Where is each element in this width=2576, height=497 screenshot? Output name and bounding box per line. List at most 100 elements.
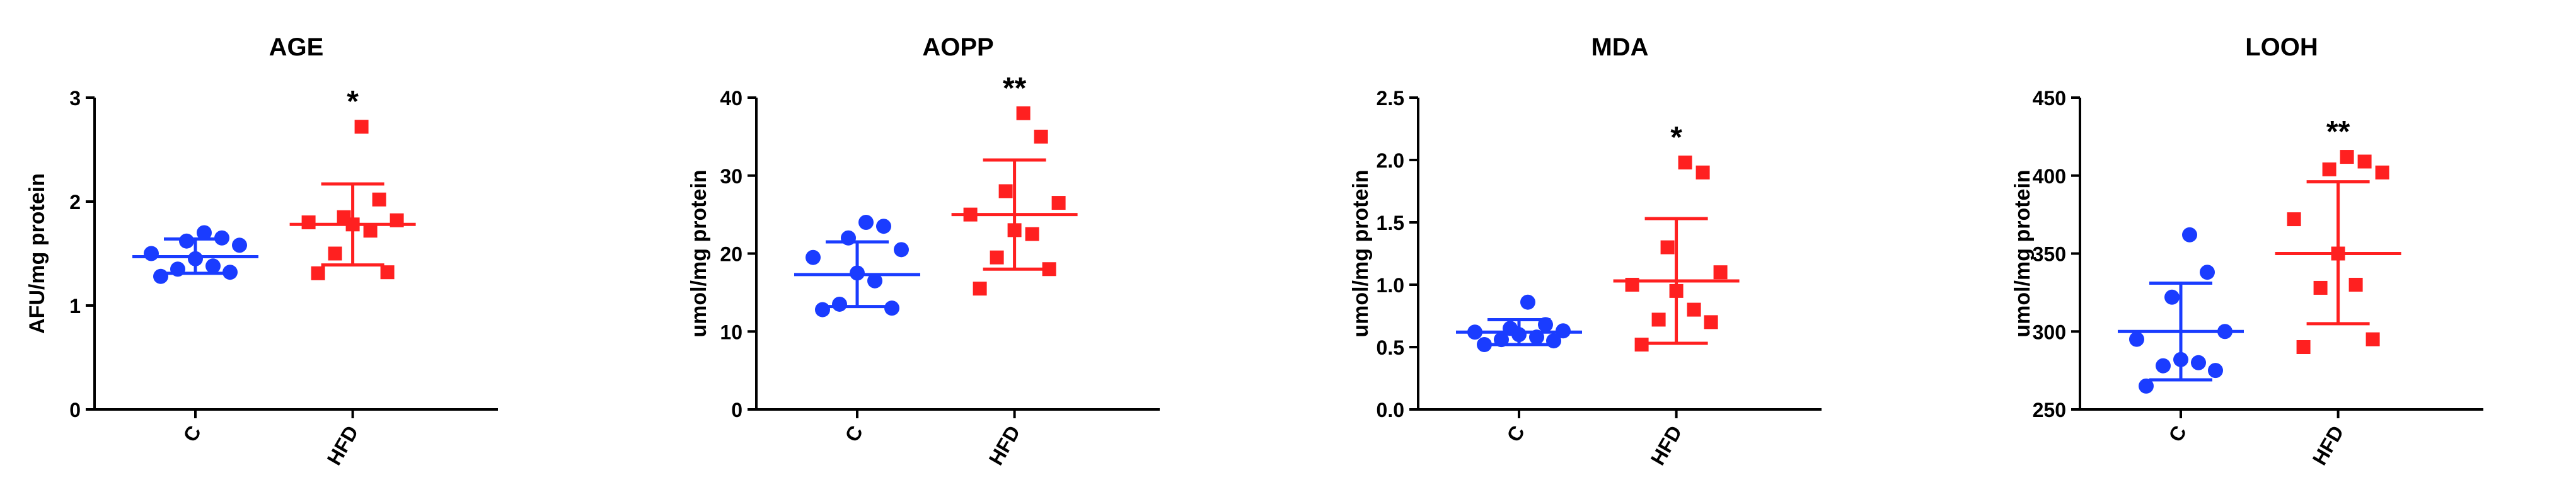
chart-mda: MDA umol/mg protein 0.0 0.5 1.0 1.5 2.0 2.5 C HFD…: [1349, 33, 1822, 469]
data-point: [144, 246, 159, 261]
y-tick-label: 20: [720, 243, 742, 266]
data-point: [328, 246, 342, 261]
data-point: [153, 268, 168, 284]
data-point: [876, 219, 891, 234]
y-tick-label: 400: [2033, 165, 2066, 188]
data-point: [2348, 278, 2363, 292]
chart-age: AGE AFU/mg protein 0 1 2 3 C HFD *: [25, 33, 498, 469]
data-point: [2365, 332, 2380, 346]
series-hfd: **: [951, 72, 1078, 296]
data-point: [1025, 227, 1039, 241]
data-point: [2296, 340, 2311, 354]
y-tick-label: 1.5: [1377, 212, 1404, 234]
y-axis-label: umol/mg protein: [2011, 169, 2035, 337]
y-tick-label: 2: [69, 191, 81, 214]
significance-marker: **: [2326, 115, 2350, 149]
chart-aopp: AOPP umol/mg protein 0 10 20 30 40 C HFD **: [687, 33, 1160, 469]
y-tick-label: 1.0: [1377, 274, 1404, 297]
data-point: [2200, 265, 2215, 280]
data-point: [894, 242, 909, 258]
x-tick-label: HFD: [2308, 422, 2348, 469]
x-tick-label: C: [178, 422, 205, 446]
data-point: [301, 215, 316, 229]
data-point: [2357, 154, 2372, 169]
significance-marker: **: [1003, 72, 1027, 105]
data-point: [1634, 338, 1649, 352]
data-point: [2182, 227, 2197, 243]
data-point: [832, 296, 847, 312]
data-point: [1520, 294, 1535, 310]
data-point: [2287, 212, 2301, 227]
data-point: [990, 250, 1004, 265]
data-point: [815, 302, 830, 317]
data-point: [197, 225, 212, 241]
x-tick-label: C: [2164, 422, 2191, 446]
data-point: [998, 184, 1013, 198]
y-axis-label: umol/mg protein: [1349, 169, 1373, 337]
x-tick-label: C: [840, 422, 867, 446]
x-tick-label: HFD: [985, 422, 1025, 469]
data-point: [806, 249, 821, 265]
data-point: [1034, 129, 1048, 144]
y-tick-label: 2.0: [1377, 149, 1404, 172]
y-tick-label: 450: [2033, 87, 2066, 110]
significance-marker: *: [347, 85, 359, 118]
data-point: [1477, 337, 1492, 353]
data-point: [1042, 262, 1056, 277]
significance-marker: *: [1670, 121, 1682, 154]
data-point: [1678, 155, 1692, 169]
data-point: [205, 258, 221, 274]
x-tick-label: HFD: [1646, 422, 1687, 469]
series-c: [794, 215, 920, 317]
series-hfd: *: [1613, 121, 1740, 352]
y-tick-label: 0: [731, 399, 742, 421]
y-tick-label: 300: [2033, 321, 2066, 343]
data-point: [1651, 312, 1666, 327]
data-point: [2313, 280, 2328, 295]
data-point: [973, 282, 987, 296]
data-point: [337, 210, 351, 224]
chart-title: AGE: [269, 33, 324, 61]
data-point: [2156, 358, 2171, 374]
data-point: [1704, 315, 1718, 329]
data-point: [311, 266, 325, 280]
data-point: [884, 300, 899, 316]
y-tick-label: 0.5: [1377, 336, 1404, 359]
data-point: [179, 233, 194, 249]
chart-title: AOPP: [922, 33, 993, 61]
data-point: [380, 265, 395, 280]
data-point: [2208, 363, 2223, 379]
data-point: [354, 120, 369, 134]
x-tick-label: C: [1502, 422, 1529, 446]
data-point: [2340, 150, 2354, 164]
chart-title: LOOH: [2245, 33, 2318, 61]
y-tick-label: 0.0: [1377, 399, 1404, 421]
y-tick-label: 30: [720, 165, 742, 188]
data-point: [1687, 302, 1701, 317]
series-c: [1456, 294, 1582, 353]
data-point: [222, 265, 238, 280]
y-tick-label: 2.5: [1377, 87, 1404, 110]
y-tick-label: 0: [69, 399, 81, 421]
y-tick-label: 250: [2033, 399, 2066, 421]
data-point: [1713, 265, 1728, 280]
data-point: [2129, 331, 2144, 347]
y-axis-label: umol/mg protein: [687, 169, 711, 337]
data-point: [1016, 106, 1031, 120]
y-tick-label: 350: [2033, 243, 2066, 266]
data-point: [858, 215, 874, 230]
data-point: [232, 237, 247, 253]
y-tick-label: 3: [69, 87, 81, 110]
data-point: [363, 224, 378, 238]
y-tick-label: 40: [720, 87, 742, 110]
chart-title: MDA: [1591, 33, 1648, 61]
data-point: [2322, 162, 2336, 176]
data-point: [867, 273, 882, 288]
series-hfd: **: [2275, 115, 2401, 354]
data-point: [372, 192, 386, 207]
data-point: [2191, 355, 2206, 370]
y-axis-label: AFU/mg protein: [25, 173, 49, 334]
data-point: [2139, 378, 2154, 394]
data-point: [1051, 196, 1066, 210]
data-point: [1660, 240, 1675, 254]
